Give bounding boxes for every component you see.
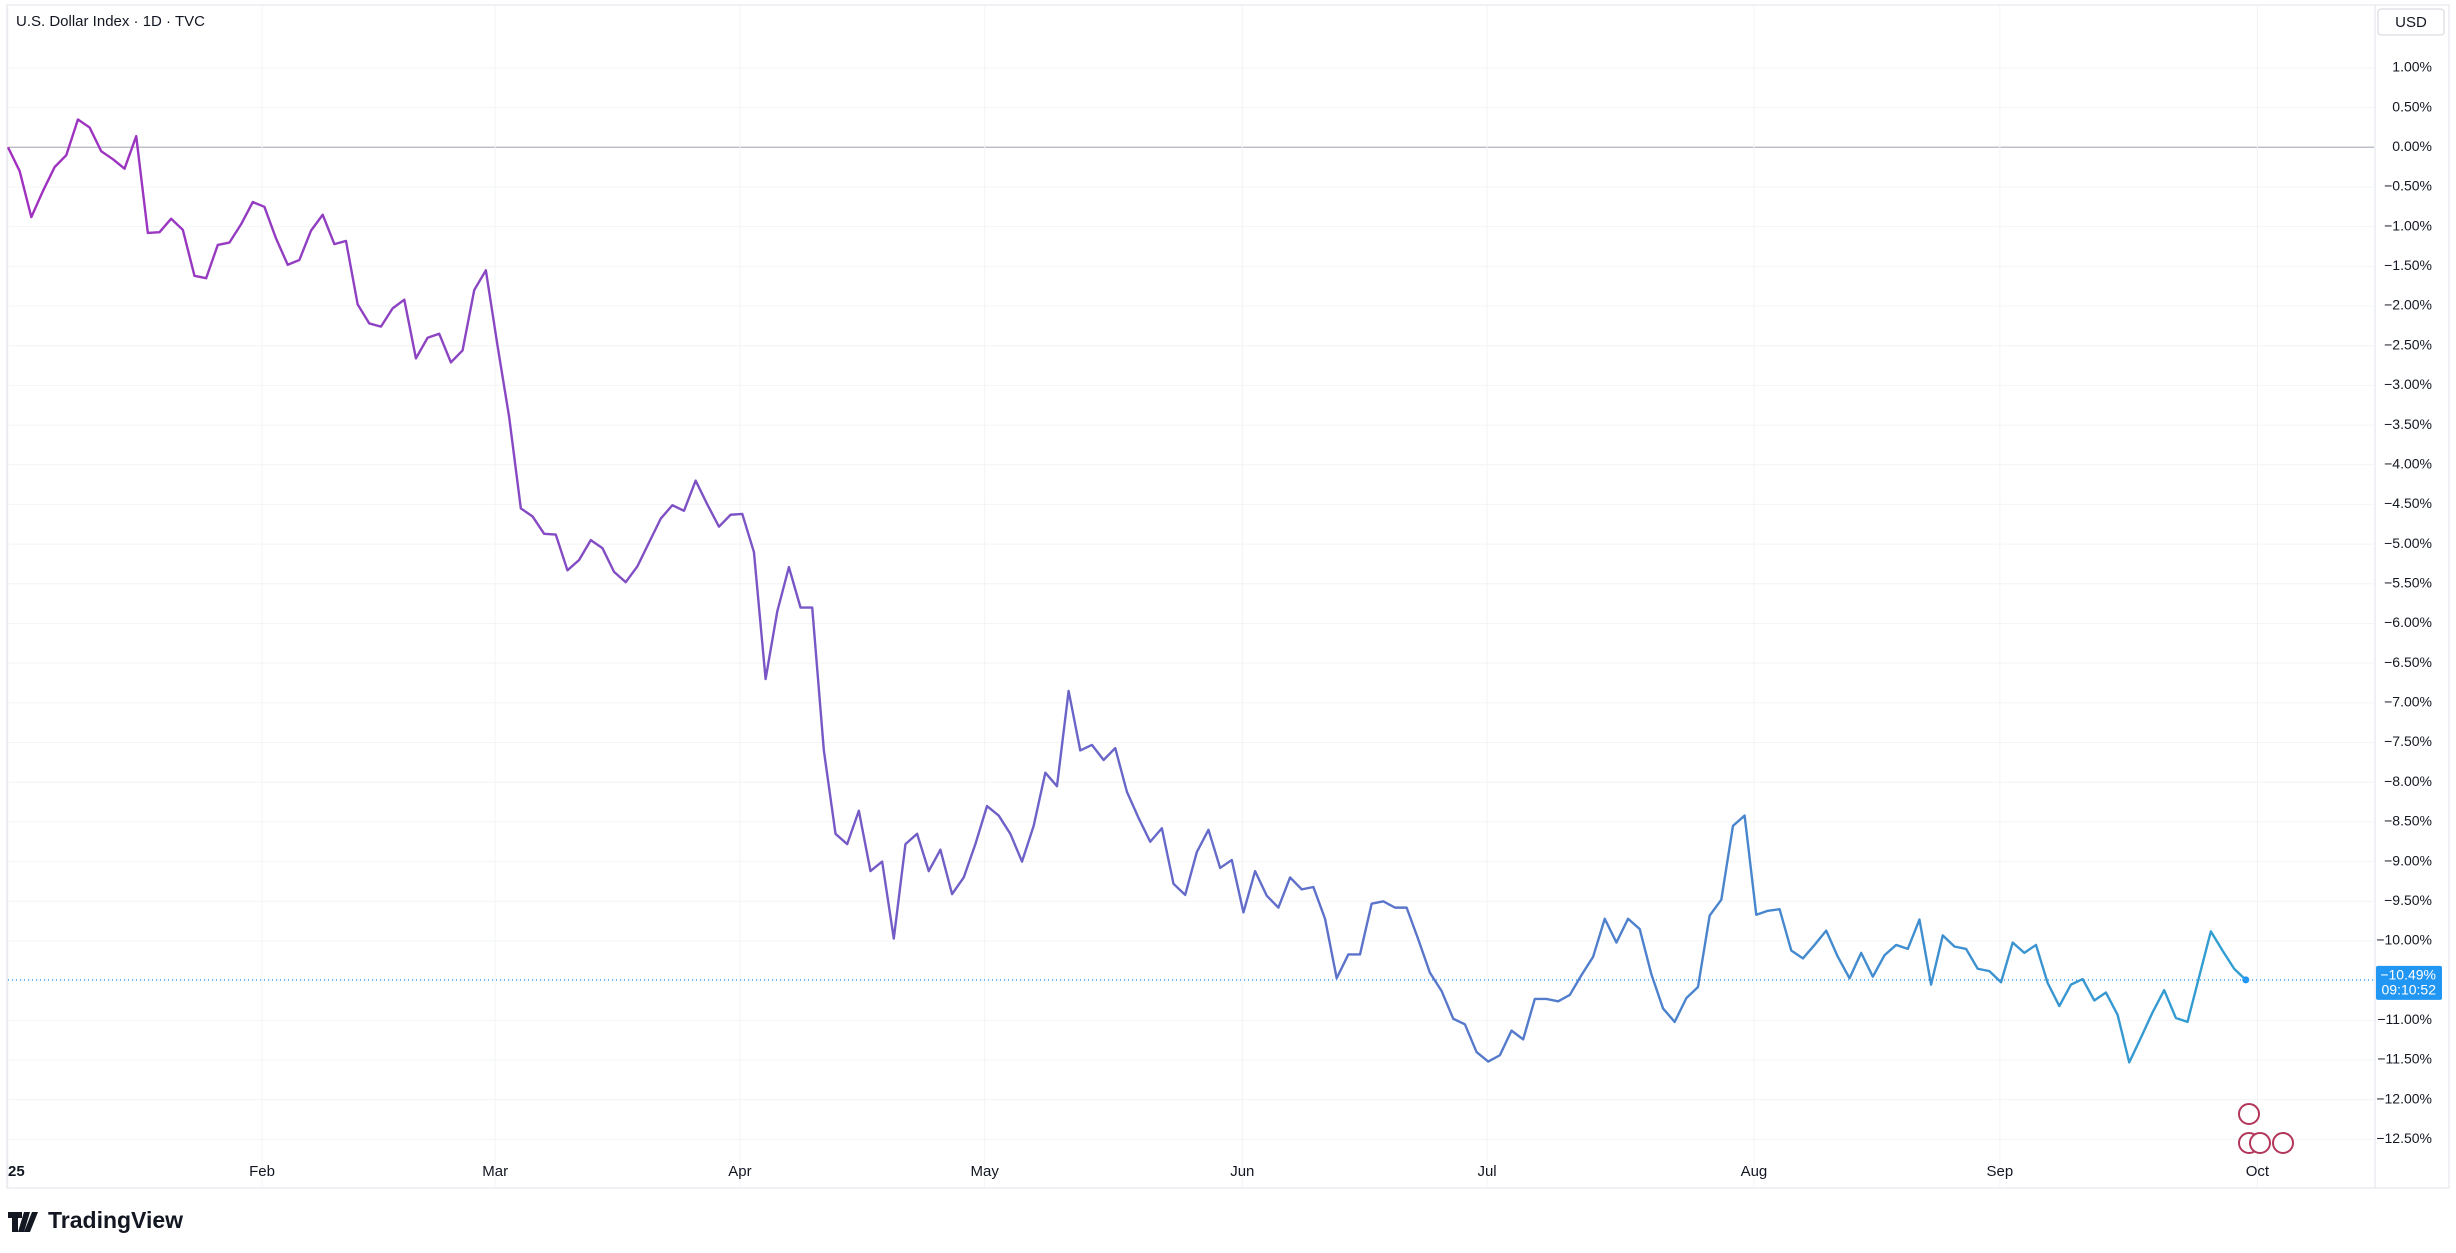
y-tick-label: −0.50% (2384, 178, 2432, 194)
y-tick-label: −11.50% (2377, 1051, 2432, 1067)
y-tick-label: −3.00% (2384, 376, 2432, 392)
y-tick-label: −1.00% (2384, 217, 2432, 233)
x-tick-label: Mar (482, 1163, 508, 1180)
y-tick-label: −9.50% (2384, 892, 2432, 908)
y-tick-label: 0.50% (2392, 98, 2432, 114)
x-tick-label: Aug (1741, 1163, 1768, 1180)
y-tick-label: −3.50% (2384, 416, 2432, 432)
currency-label[interactable]: USD (2395, 14, 2427, 31)
y-tick-label: −12.50% (2376, 1130, 2432, 1146)
y-tick-label: −12.00% (2376, 1090, 2432, 1106)
y-tick-label: −7.00% (2384, 694, 2432, 710)
y-tick-label: −4.00% (2384, 455, 2432, 471)
last-value-label: −10.49% (2380, 967, 2436, 983)
brand-logo (8, 1212, 38, 1232)
last-point (2242, 976, 2250, 984)
y-tick-label: −8.50% (2384, 813, 2432, 829)
y-tick-label: −5.00% (2384, 535, 2432, 551)
x-tick-label: Jun (1230, 1163, 1254, 1180)
y-tick-label: 0.00% (2392, 138, 2432, 154)
y-tick-label: −2.50% (2384, 336, 2432, 352)
x-tick-label: May (971, 1163, 1000, 1180)
x-tick-label: Feb (249, 1163, 275, 1180)
y-tick-label: −8.00% (2384, 773, 2432, 789)
countdown-label: 09:10:52 (2382, 982, 2437, 998)
brand-name: TradingView (48, 1207, 183, 1233)
y-tick-label: −6.50% (2384, 654, 2432, 670)
x-tick-label: Oct (2246, 1163, 2270, 1180)
y-tick-label: −2.00% (2384, 297, 2432, 313)
price-line (6, 118, 2247, 1064)
y-tick-label: −5.50% (2384, 575, 2432, 591)
y-tick-label: −11.00% (2377, 1011, 2432, 1027)
x-tick-label: Jul (1477, 1163, 1496, 1180)
x-tick-label: Apr (728, 1163, 751, 1180)
chart-frame (6, 4, 2450, 1189)
y-tick-label: 1.00% (2392, 59, 2432, 75)
y-tick-label: −6.00% (2384, 614, 2432, 630)
last-value-badge (2376, 965, 2442, 1000)
event-icons (2238, 1103, 2294, 1154)
y-tick-label: −7.50% (2384, 733, 2432, 749)
x-tick-label: 25 (8, 1163, 25, 1180)
y-tick-label: −9.00% (2384, 852, 2432, 868)
currency-box[interactable] (2377, 8, 2445, 36)
y-tick-label: −4.50% (2384, 495, 2432, 511)
chart-title: U.S. Dollar Index · 1D · TVC (16, 13, 205, 30)
y-tick-label: −1.50% (2384, 257, 2432, 273)
y-tick-label: −10.00% (2376, 932, 2432, 948)
x-tick-label: Sep (1987, 1163, 2014, 1180)
